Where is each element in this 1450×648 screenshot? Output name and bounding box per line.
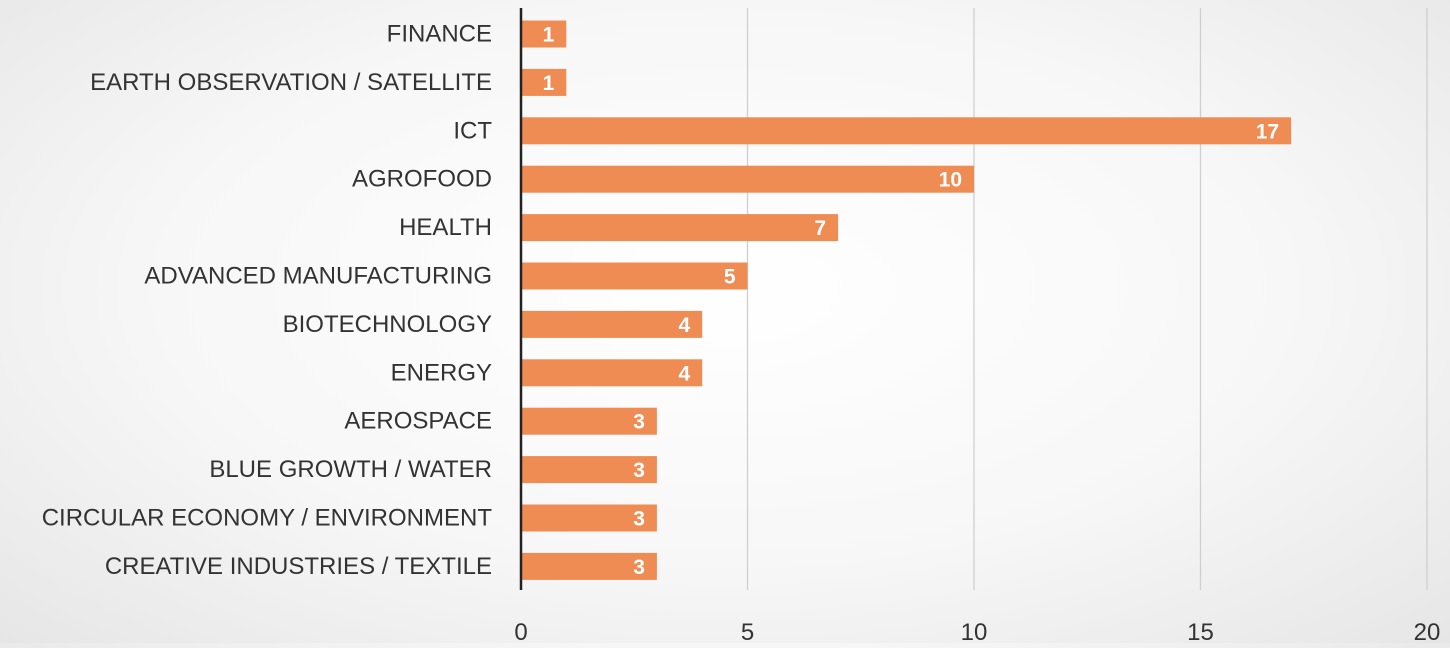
data-label: 10 — [939, 169, 962, 192]
bar — [521, 165, 974, 193]
bar — [521, 20, 567, 48]
x-tick-label: 20 — [1414, 619, 1441, 643]
category-labels: FINANCE EARTH OBSERVATION / SATELLITE ICT A… — [42, 21, 493, 580]
bar — [521, 117, 1292, 145]
bar — [521, 407, 657, 435]
data-label: 1 — [543, 72, 555, 95]
category-label: AEROSPACE — [344, 408, 492, 435]
bar — [521, 504, 657, 532]
x-tick-label: 10 — [961, 619, 988, 643]
data-label: 3 — [633, 459, 645, 482]
gridlines — [746, 8, 1428, 590]
data-label: 3 — [633, 556, 645, 579]
category-label: ICT — [453, 117, 492, 144]
category-label: ADVANCED MANUFACTURING — [144, 263, 492, 290]
bar — [521, 359, 703, 387]
category-label: CREATIVE INDUSTRIES / TEXTILE — [105, 553, 492, 580]
bar — [521, 214, 839, 242]
x-tick-label: 15 — [1187, 619, 1214, 643]
bar — [521, 552, 657, 580]
category-label: AGROFOOD — [352, 166, 492, 193]
bar — [521, 68, 567, 96]
bar — [521, 310, 703, 338]
data-label: 7 — [814, 217, 826, 240]
data-label: 1 — [543, 24, 555, 47]
data-label: 17 — [1256, 120, 1279, 143]
data-labels: 1 1 17 10 7 5 4 4 3 3 3 3 — [543, 24, 1279, 579]
bars — [521, 20, 1292, 580]
data-label: 5 — [724, 266, 736, 289]
category-label: BIOTECHNOLOGY — [283, 311, 492, 338]
data-label: 4 — [679, 362, 691, 385]
category-label: CIRCULAR ECONOMY / ENVIRONMENT — [42, 505, 493, 532]
x-tick-label: 5 — [741, 619, 754, 643]
data-label: 3 — [633, 508, 645, 531]
category-label: BLUE GROWTH / WATER — [209, 456, 492, 483]
x-tick-label: 0 — [514, 619, 527, 643]
x-tick-labels: 0 5 10 15 20 — [514, 619, 1441, 646]
bar — [521, 456, 657, 484]
category-label: HEALTH — [399, 214, 492, 241]
data-label: 4 — [679, 314, 691, 337]
data-label: 3 — [633, 411, 645, 434]
category-label: EARTH OBSERVATION / SATELLITE — [90, 69, 492, 96]
category-label: FINANCE — [387, 21, 492, 48]
bar — [521, 262, 748, 290]
category-label: ENERGY — [391, 359, 492, 386]
